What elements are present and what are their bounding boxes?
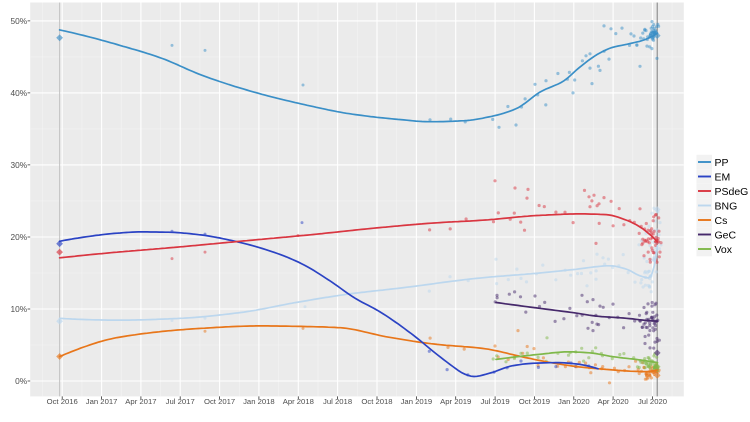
svg-text:Jan 2019: Jan 2019 [401, 397, 433, 406]
svg-text:Jul 2017: Jul 2017 [166, 397, 195, 406]
svg-text:0%: 0% [15, 376, 28, 386]
svg-text:PP: PP [715, 157, 729, 169]
svg-text:Apr 2018: Apr 2018 [283, 397, 314, 406]
svg-text:Oct 2019: Oct 2019 [519, 397, 550, 406]
svg-text:GeC: GeC [715, 229, 737, 241]
svg-text:Cs: Cs [715, 215, 728, 227]
svg-text:EM: EM [715, 171, 731, 183]
svg-text:40%: 40% [10, 88, 27, 98]
svg-text:Oct 2018: Oct 2018 [361, 397, 392, 406]
svg-text:Jan 2017: Jan 2017 [86, 397, 118, 406]
svg-text:BNG: BNG [715, 200, 738, 212]
svg-text:Jan 2020: Jan 2020 [558, 397, 590, 406]
svg-text:Jul 2019: Jul 2019 [481, 397, 510, 406]
svg-text:PSdeG: PSdeG [715, 186, 749, 198]
svg-text:Apr 2019: Apr 2019 [440, 397, 471, 406]
svg-text:Jan 2018: Jan 2018 [243, 397, 275, 406]
svg-text:Vox: Vox [715, 244, 733, 256]
svg-text:20%: 20% [10, 232, 27, 242]
svg-text:10%: 10% [10, 304, 27, 314]
svg-text:30%: 30% [10, 160, 27, 170]
svg-text:Jul 2018: Jul 2018 [323, 397, 352, 406]
svg-text:Apr 2020: Apr 2020 [597, 397, 628, 406]
svg-text:Oct 2016: Oct 2016 [47, 397, 78, 406]
svg-text:50%: 50% [10, 16, 27, 26]
svg-text:Apr 2017: Apr 2017 [125, 397, 156, 406]
svg-text:Oct 2017: Oct 2017 [204, 397, 235, 406]
svg-text:Jul 2020: Jul 2020 [638, 397, 667, 406]
